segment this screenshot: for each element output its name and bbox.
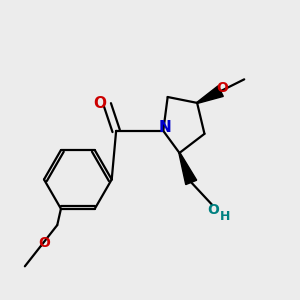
Text: H: H [220,210,230,223]
Text: N: N [158,120,171,135]
Text: O: O [93,96,106,111]
Polygon shape [197,86,223,104]
Polygon shape [179,153,197,184]
Text: O: O [38,236,50,250]
Text: O: O [216,81,228,95]
Text: O: O [207,203,219,217]
